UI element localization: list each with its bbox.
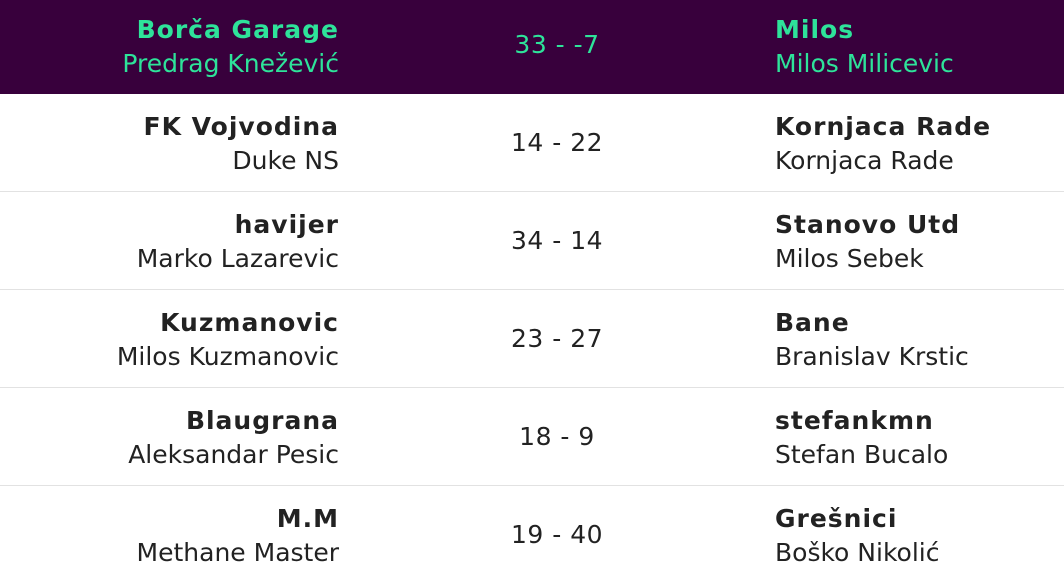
match-score: 23 - 27 bbox=[510, 324, 604, 353]
away-team-name: Stanovo Utd bbox=[775, 210, 961, 239]
home-manager-name: Duke NS bbox=[232, 146, 339, 175]
home-team-name: FK Vojvodina bbox=[143, 112, 339, 141]
home-manager-name: Aleksandar Pesic bbox=[128, 440, 339, 469]
home-team-name: M.M bbox=[276, 504, 339, 533]
away-side: Milos Milos Milicevic bbox=[775, 13, 954, 81]
away-team-name: Bane bbox=[775, 308, 850, 337]
home-side: Borča Garage Predrag Knežević bbox=[122, 13, 339, 81]
away-side: Stanovo Utd Milos Sebek bbox=[775, 208, 960, 276]
home-manager-name: Marko Lazarevic bbox=[136, 244, 339, 273]
away-team-name: stefankmn bbox=[775, 406, 934, 435]
home-team-name: Blaugrana bbox=[185, 406, 339, 435]
home-team-name: havijer bbox=[234, 210, 339, 239]
home-side: Blaugrana Aleksandar Pesic bbox=[128, 404, 339, 472]
home-team-name: Kuzmanovic bbox=[160, 308, 339, 337]
away-team-name: Kornjaca Rade bbox=[775, 112, 992, 141]
fixture-row[interactable]: havijer Marko Lazarevic 34 - 14 Stanovo … bbox=[0, 192, 1064, 290]
home-manager-name: Milos Kuzmanovic bbox=[116, 342, 339, 371]
away-side: Bane Branislav Krstic bbox=[775, 306, 969, 374]
fixture-row[interactable]: FK Vojvodina Duke NS 14 - 22 Kornjaca Ra… bbox=[0, 94, 1064, 192]
home-manager-name: Methane Master bbox=[136, 538, 339, 567]
home-team-name: Borča Garage bbox=[136, 15, 339, 44]
match-score: 34 - 14 bbox=[510, 226, 604, 255]
home-manager-name: Predrag Knežević bbox=[122, 49, 339, 78]
away-side: Kornjaca Rade Kornjaca Rade bbox=[775, 110, 991, 178]
match-score: 19 - 40 bbox=[510, 520, 604, 549]
home-side: FK Vojvodina Duke NS bbox=[144, 110, 339, 178]
fixture-row[interactable]: M.M Methane Master 19 - 40 Grešnici Bošk… bbox=[0, 486, 1064, 582]
away-manager-name: Stefan Bucalo bbox=[775, 440, 949, 469]
match-score: 33 - -7 bbox=[514, 30, 600, 59]
away-manager-name: Branislav Krstic bbox=[775, 342, 969, 371]
home-side: M.M Methane Master bbox=[137, 502, 339, 570]
away-manager-name: Milos Sebek bbox=[775, 244, 924, 273]
away-manager-name: Milos Milicevic bbox=[775, 49, 954, 78]
fixture-row[interactable]: Borča Garage Predrag Knežević 33 - -7 Mi… bbox=[0, 0, 1064, 94]
fixture-row[interactable]: Blaugrana Aleksandar Pesic 18 - 9 stefan… bbox=[0, 388, 1064, 486]
match-score: 14 - 22 bbox=[510, 128, 604, 157]
home-side: havijer Marko Lazarevic bbox=[137, 208, 339, 276]
away-team-name: Milos bbox=[775, 15, 855, 44]
away-side: stefankmn Stefan Bucalo bbox=[775, 404, 948, 472]
home-side: Kuzmanovic Milos Kuzmanovic bbox=[117, 306, 339, 374]
away-manager-name: Boško Nikolić bbox=[775, 538, 940, 567]
away-manager-name: Kornjaca Rade bbox=[775, 146, 954, 175]
away-team-name: Grešnici bbox=[775, 504, 898, 533]
match-score: 18 - 9 bbox=[519, 422, 595, 451]
fixture-row[interactable]: Kuzmanovic Milos Kuzmanovic 23 - 27 Bane… bbox=[0, 290, 1064, 388]
away-side: Grešnici Boško Nikolić bbox=[775, 502, 939, 570]
